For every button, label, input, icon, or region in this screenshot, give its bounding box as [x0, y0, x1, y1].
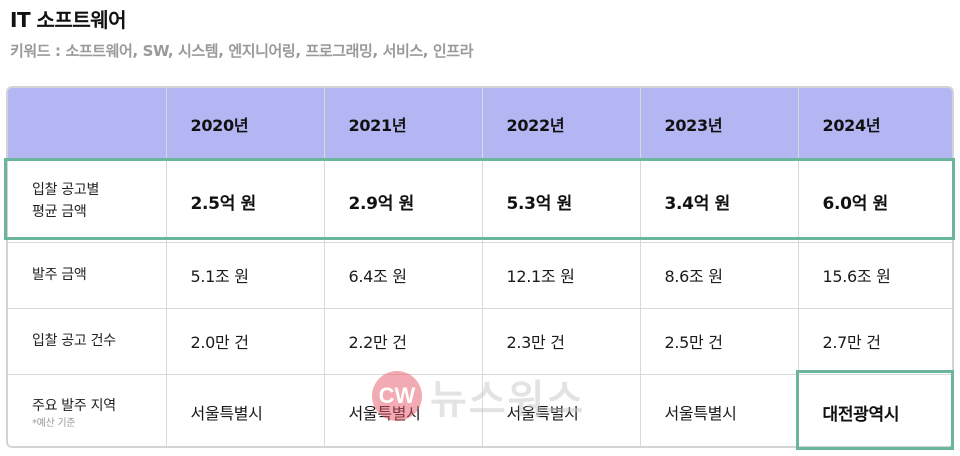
row-label-avg-bid-amount: 입찰 공고별 평균 금액	[8, 159, 167, 243]
table-cell: 2.5만 건	[639, 307, 799, 375]
table-cell: 12.1조 원	[481, 241, 641, 309]
table-row-avg-bid-amount: 입찰 공고별 평균 금액 2.5억 원 2.9억 원 5.3억 원 3.4억 원…	[8, 159, 952, 243]
row-label-bid-count: 입찰 공고 건수	[8, 307, 167, 375]
table-cell: 서울특별시	[165, 373, 325, 446]
row-label-line1: 입찰 공고별	[32, 182, 100, 198]
table-header-row: 2020년 2021년 2022년 2023년 2024년	[8, 88, 952, 161]
row-label-order-amount: 발주 금액	[8, 241, 167, 309]
table-cell: 서울특별시	[639, 373, 799, 446]
table-cell: 2.9억 원	[323, 159, 483, 243]
budget-basis-note: *예산 기준	[32, 417, 76, 429]
table-cell: 6.4조 원	[323, 241, 483, 309]
row-label-main-region: 주요 발주 지역 *예산 기준	[8, 373, 167, 446]
table-cell: 2.2만 건	[323, 307, 483, 375]
table-cell: 2.3만 건	[481, 307, 641, 375]
table-cell: 2.0만 건	[165, 307, 325, 375]
table-cell: 3.4억 원	[639, 159, 799, 243]
stats-table-container: 2020년 2021년 2022년 2023년 2024년 입찰 공고별 평균 …	[6, 86, 954, 448]
table-cell: 2.7만 건	[797, 307, 952, 375]
table-cell: 15.6조 원	[797, 241, 952, 309]
table-cell: 서울특별시	[323, 373, 483, 446]
keywords-line: 키워드 : 소프트웨어, SW, 시스템, 엔지니어링, 프로그래밍, 서비스,…	[10, 42, 474, 60]
column-header-2020: 2020년	[165, 88, 325, 161]
column-header-2022: 2022년	[481, 88, 641, 161]
row-label-text: 주요 발주 지역	[32, 397, 116, 414]
table-cell: 6.0억 원	[797, 159, 952, 243]
table-cell-highlighted: 대전광역시	[797, 373, 952, 446]
stats-table: 2020년 2021년 2022년 2023년 2024년 입찰 공고별 평균 …	[8, 88, 952, 446]
table-row-order-amount: 발주 금액 5.1조 원 6.4조 원 12.1조 원 8.6조 원 15.6조…	[8, 241, 952, 309]
column-header-2021: 2021년	[323, 88, 483, 161]
table-row-main-region: 주요 발주 지역 *예산 기준 서울특별시 서울특별시 서울특별시 서울특별시 …	[8, 373, 952, 446]
column-header-2023: 2023년	[639, 88, 799, 161]
table-row-bid-count: 입찰 공고 건수 2.0만 건 2.2만 건 2.3만 건 2.5만 건 2.7…	[8, 307, 952, 375]
table-cell: 5.1조 원	[165, 241, 325, 309]
page-title: IT 소프트웨어	[10, 8, 127, 32]
row-label-line2: 평균 금액	[32, 204, 87, 220]
table-cell: 5.3억 원	[481, 159, 641, 243]
table-cell: 서울특별시	[481, 373, 641, 446]
header-corner-cell	[8, 88, 167, 161]
column-header-2024: 2024년	[797, 88, 952, 161]
table-cell: 2.5억 원	[165, 159, 325, 243]
table-cell: 8.6조 원	[639, 241, 799, 309]
